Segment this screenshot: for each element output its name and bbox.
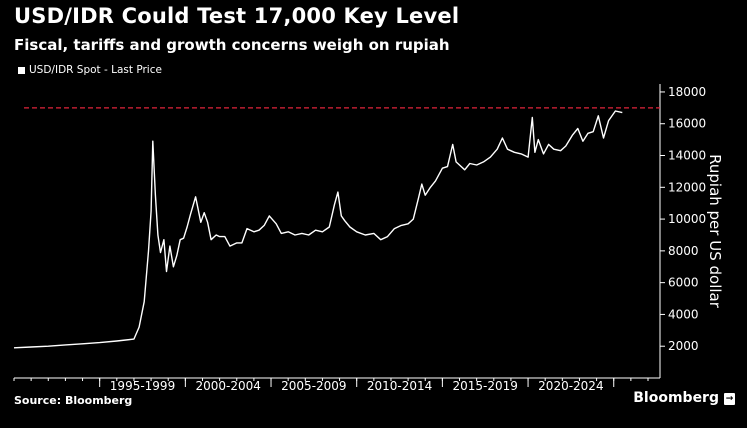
series-line-usd-idr bbox=[13, 110, 623, 349]
y-tick-label: 4000 bbox=[668, 307, 699, 321]
arrow-badge-icon: → bbox=[724, 393, 735, 405]
y-tick-label: 18000 bbox=[668, 85, 706, 99]
legend: USD/IDR Spot - Last Price bbox=[18, 64, 162, 76]
y-tick-label: 6000 bbox=[668, 276, 699, 290]
x-category-label: 2020-2024 bbox=[538, 379, 603, 393]
x-category-label: 2010-2014 bbox=[367, 379, 432, 393]
x-category-label: 2000-2004 bbox=[195, 379, 260, 393]
x-category-label: 1995-1999 bbox=[110, 379, 175, 393]
y-tick-label: 12000 bbox=[668, 180, 706, 194]
legend-label: USD/IDR Spot - Last Price bbox=[29, 64, 162, 76]
y-axis-label: Rupiah per US dollar bbox=[706, 154, 724, 309]
brand-logo: Bloomberg bbox=[633, 390, 719, 406]
chart-title: USD/IDR Could Test 17,000 Key Level bbox=[14, 4, 460, 28]
y-tick-label: 2000 bbox=[668, 339, 699, 353]
x-category-label: 2015-2019 bbox=[453, 379, 518, 393]
y-tick-label: 8000 bbox=[668, 244, 699, 258]
chart-subtitle: Fiscal, tariffs and growth concerns weig… bbox=[14, 36, 450, 54]
y-tick-label: 16000 bbox=[668, 117, 706, 131]
source-note: Source: Bloomberg bbox=[14, 394, 133, 407]
y-tick-label: 10000 bbox=[668, 212, 706, 226]
x-category-label: 2005-2009 bbox=[281, 379, 346, 393]
y-tick-label: 14000 bbox=[668, 149, 706, 163]
legend-swatch-icon bbox=[18, 66, 25, 74]
